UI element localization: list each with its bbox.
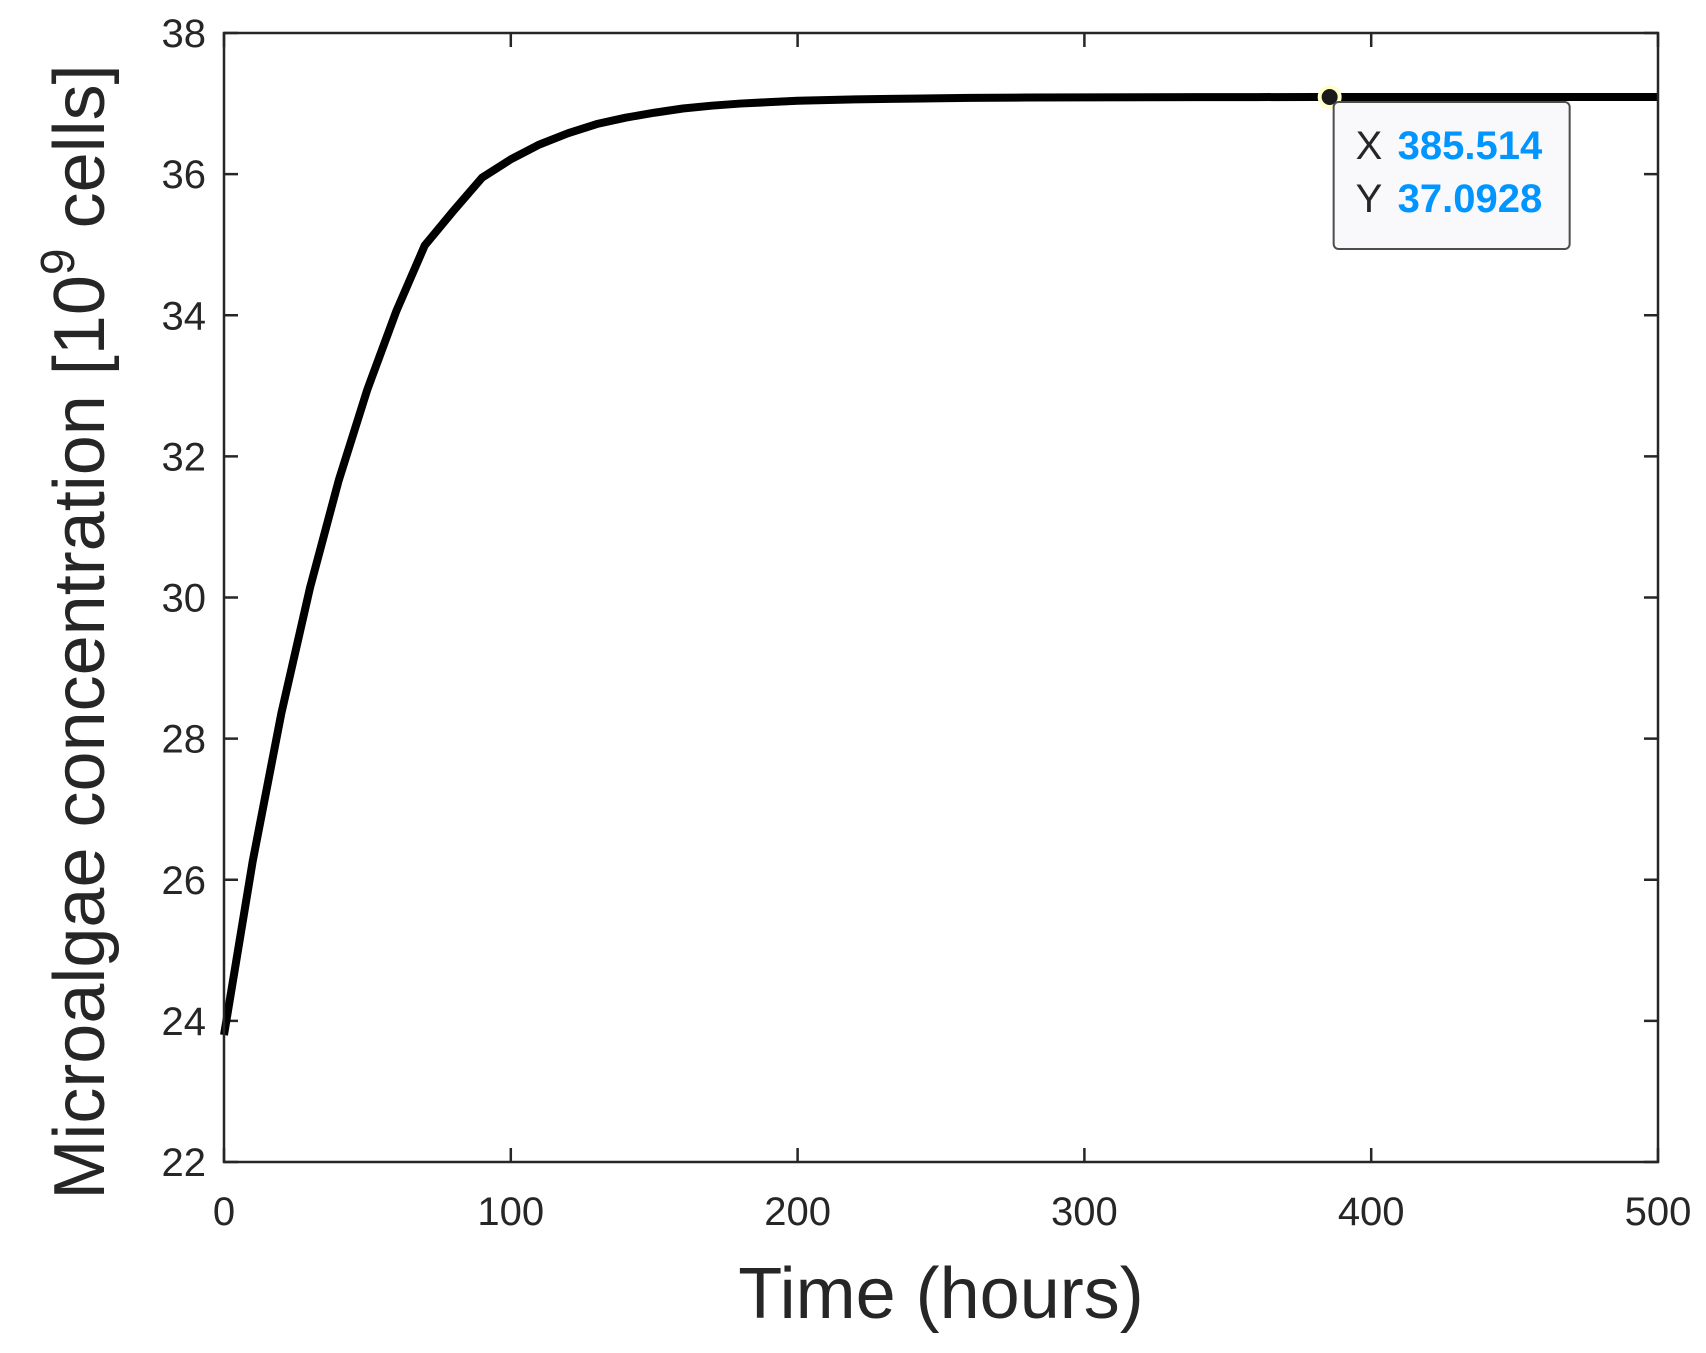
datatip-y-value: 37.0928 (1398, 177, 1543, 221)
datatip-marker[interactable] (1317, 85, 1342, 110)
datatip-y-key: Y (1356, 177, 1383, 221)
datatip-box (1332, 101, 1571, 251)
plot-frame (222, 31, 1660, 1164)
y-tick-label: 34 (162, 294, 207, 338)
y-tick-label: 22 (162, 1141, 207, 1185)
y-axis-title-prefix: Microalgae concentration [10 (40, 275, 120, 1200)
y-ticks: 22 24 26 28 30 32 34 36 38 (162, 12, 1658, 1185)
x-tick-label: 500 (1625, 1190, 1692, 1234)
y-tick-label: 28 (162, 718, 207, 762)
y-axis-title-exponent: 9 (32, 248, 85, 275)
x-axis-title: Time (hours) (738, 1254, 1143, 1334)
x-tick-label: 400 (1338, 1190, 1405, 1234)
x-tick-label: 300 (1051, 1190, 1118, 1234)
y-tick-label: 36 (162, 153, 207, 197)
x-tick-label: 100 (477, 1190, 544, 1234)
datatip[interactable]: X 385.514 Y 37.0928 (1317, 85, 1571, 251)
y-axis-title-suffix: cells] (40, 64, 120, 248)
y-tick-label: 24 (162, 1000, 207, 1044)
y-tick-label: 26 (162, 859, 207, 903)
x-tick-label: 200 (764, 1190, 831, 1234)
datatip-x-value: 385.514 (1398, 124, 1543, 168)
y-tick-label: 32 (162, 435, 207, 479)
x-tick-label: 0 (213, 1190, 235, 1234)
x-ticks: 0 100 200 300 400 500 (213, 33, 1692, 1234)
y-axis-title: Microalgae concentration [109 cells] (32, 64, 120, 1199)
y-tick-label: 38 (162, 12, 207, 56)
datatip-x-key: X (1356, 124, 1383, 168)
y-tick-label: 30 (162, 577, 207, 621)
